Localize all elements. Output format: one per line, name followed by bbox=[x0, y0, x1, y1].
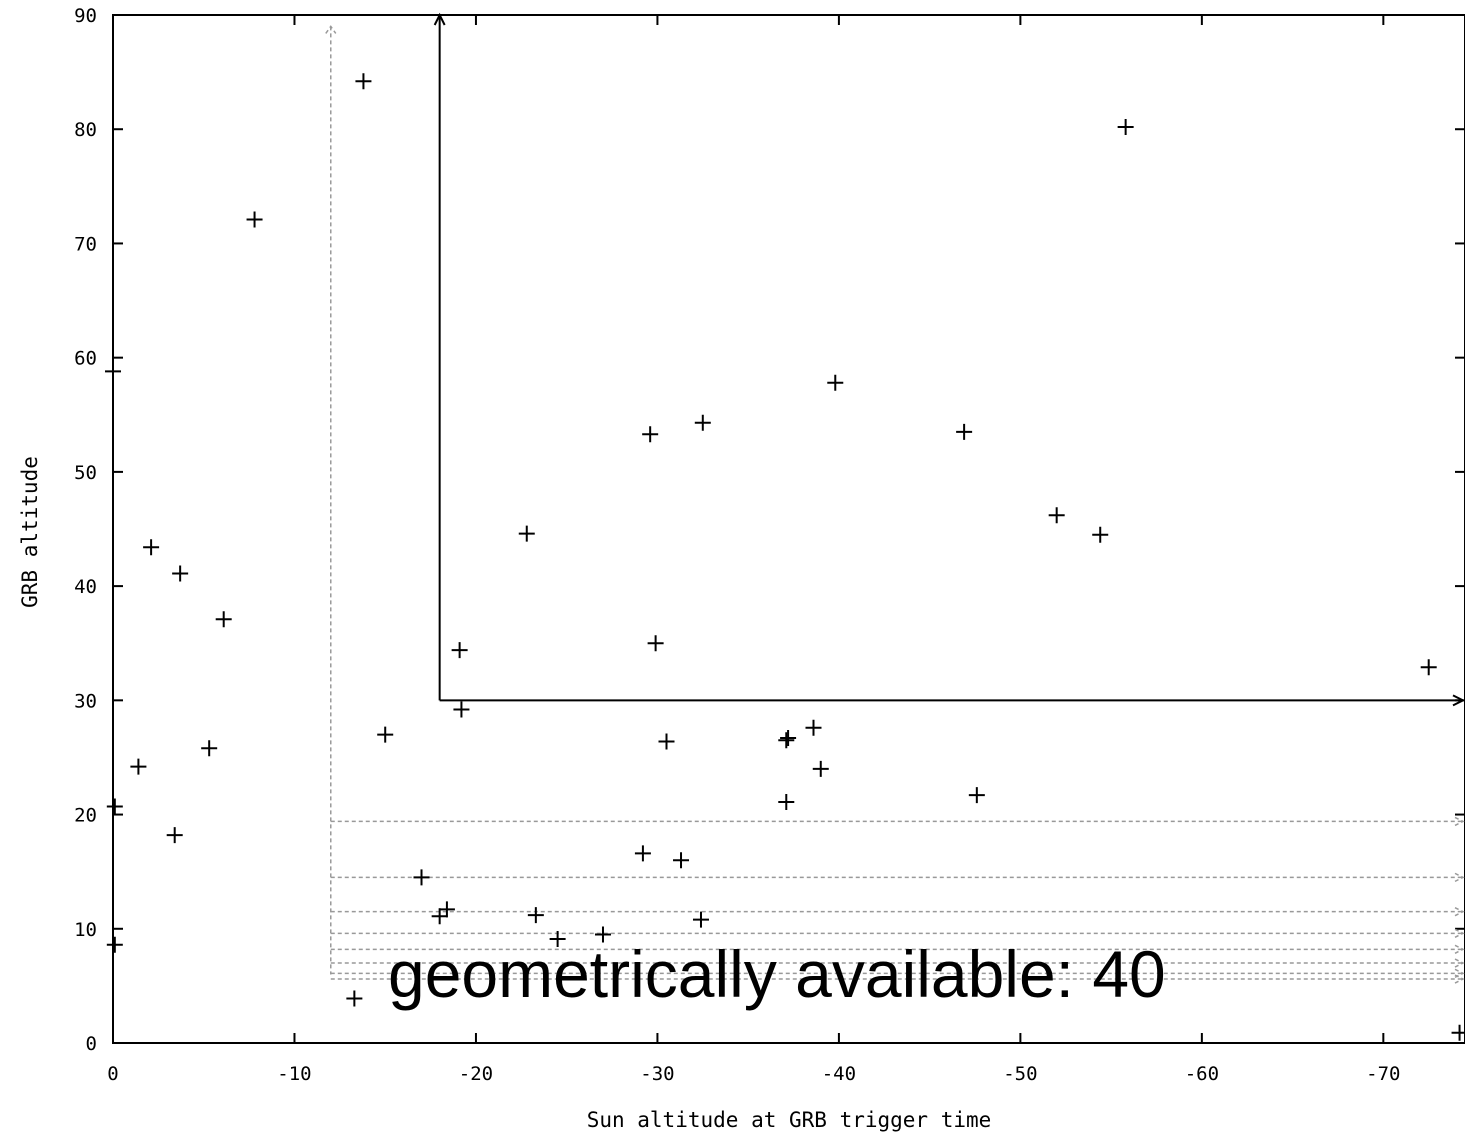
x-axis-label: Sun altitude at GRB trigger time bbox=[587, 1108, 992, 1132]
plot-frame bbox=[112, 14, 1465, 1044]
y-tick-label: 70 bbox=[74, 233, 97, 255]
x-tick-label: -40 bbox=[822, 1063, 856, 1085]
x-tick-label: -10 bbox=[277, 1063, 311, 1085]
data-point bbox=[166, 827, 183, 844]
dashed-level-arrowhead bbox=[1454, 816, 1465, 827]
data-point bbox=[172, 565, 189, 582]
x-tick-label: -20 bbox=[459, 1063, 493, 1085]
y-tick-label: 10 bbox=[74, 919, 97, 941]
data-point bbox=[658, 733, 675, 750]
data-points bbox=[105, 73, 1465, 1041]
data-point bbox=[106, 936, 123, 953]
region-lines bbox=[325, 12, 1465, 984]
data-point bbox=[453, 701, 470, 718]
y-tick-label: 40 bbox=[74, 576, 97, 598]
dashed-level-arrowhead bbox=[1454, 974, 1465, 984]
data-point bbox=[451, 642, 468, 659]
data-point bbox=[1451, 1024, 1465, 1041]
data-point bbox=[1117, 118, 1134, 135]
data-point bbox=[956, 423, 973, 440]
data-point bbox=[1092, 526, 1109, 543]
data-point bbox=[355, 73, 372, 90]
y-tick-label: 0 bbox=[86, 1033, 97, 1055]
data-point bbox=[215, 611, 232, 628]
data-point bbox=[549, 931, 566, 948]
dashed-level-arrowhead bbox=[1454, 944, 1465, 955]
data-point bbox=[105, 363, 121, 380]
dashed-level-arrowhead bbox=[1454, 958, 1465, 968]
x-tick-label: -60 bbox=[1185, 1063, 1219, 1085]
data-point bbox=[647, 635, 664, 652]
data-point bbox=[780, 730, 797, 747]
data-point bbox=[413, 869, 430, 886]
data-point bbox=[346, 990, 363, 1007]
data-point bbox=[527, 907, 544, 924]
y-tick-label: 80 bbox=[74, 119, 97, 141]
annotation-geometrically-available: geometrically available: 40 bbox=[388, 937, 1166, 1011]
data-point bbox=[106, 798, 123, 815]
dashed-level-arrowhead bbox=[1454, 928, 1465, 939]
data-point bbox=[377, 726, 394, 743]
y-tick-label: 50 bbox=[74, 462, 97, 484]
solid-region-right-arrowhead bbox=[1452, 694, 1465, 707]
dashed-arrowhead bbox=[325, 25, 337, 34]
data-point bbox=[594, 926, 611, 943]
x-tick-labels: 0 -10 -20 -30 -40 -50 -60 -70 bbox=[107, 1063, 1400, 1085]
axis-ticks bbox=[112, 14, 1465, 1044]
y-tick-label: 60 bbox=[74, 348, 97, 370]
data-point bbox=[805, 719, 822, 736]
x-tick-label: -70 bbox=[1366, 1063, 1400, 1085]
y-axis-label: GRB altitude bbox=[18, 456, 42, 608]
y-tick-label: 20 bbox=[74, 805, 97, 827]
solid-region-up-arrowhead bbox=[433, 12, 446, 26]
data-point bbox=[438, 901, 455, 918]
x-tick-label: -30 bbox=[640, 1063, 674, 1085]
y-tick-labels: 0 10 20 30 40 50 60 70 80 90 bbox=[74, 5, 97, 1055]
data-point bbox=[778, 732, 795, 749]
data-point bbox=[673, 852, 690, 869]
x-tick-label: 0 bbox=[107, 1063, 118, 1085]
data-point bbox=[634, 845, 651, 862]
data-point bbox=[778, 793, 795, 810]
data-point bbox=[812, 760, 829, 777]
data-point bbox=[827, 374, 844, 391]
data-point bbox=[642, 426, 659, 443]
data-point bbox=[1420, 659, 1437, 676]
data-point bbox=[518, 525, 535, 542]
dashed-level-arrowhead bbox=[1454, 906, 1465, 917]
data-point bbox=[143, 539, 160, 556]
data-point bbox=[968, 787, 985, 804]
data-point bbox=[246, 211, 263, 228]
y-tick-label: 90 bbox=[74, 5, 97, 27]
data-point bbox=[1048, 507, 1065, 524]
data-point bbox=[694, 414, 711, 431]
data-point bbox=[692, 911, 709, 928]
data-point bbox=[431, 908, 448, 925]
data-point bbox=[201, 740, 218, 757]
dashed-level-arrowhead bbox=[1454, 872, 1465, 883]
data-point bbox=[130, 758, 147, 775]
y-tick-label: 30 bbox=[74, 690, 97, 712]
x-tick-label: -50 bbox=[1003, 1063, 1037, 1085]
